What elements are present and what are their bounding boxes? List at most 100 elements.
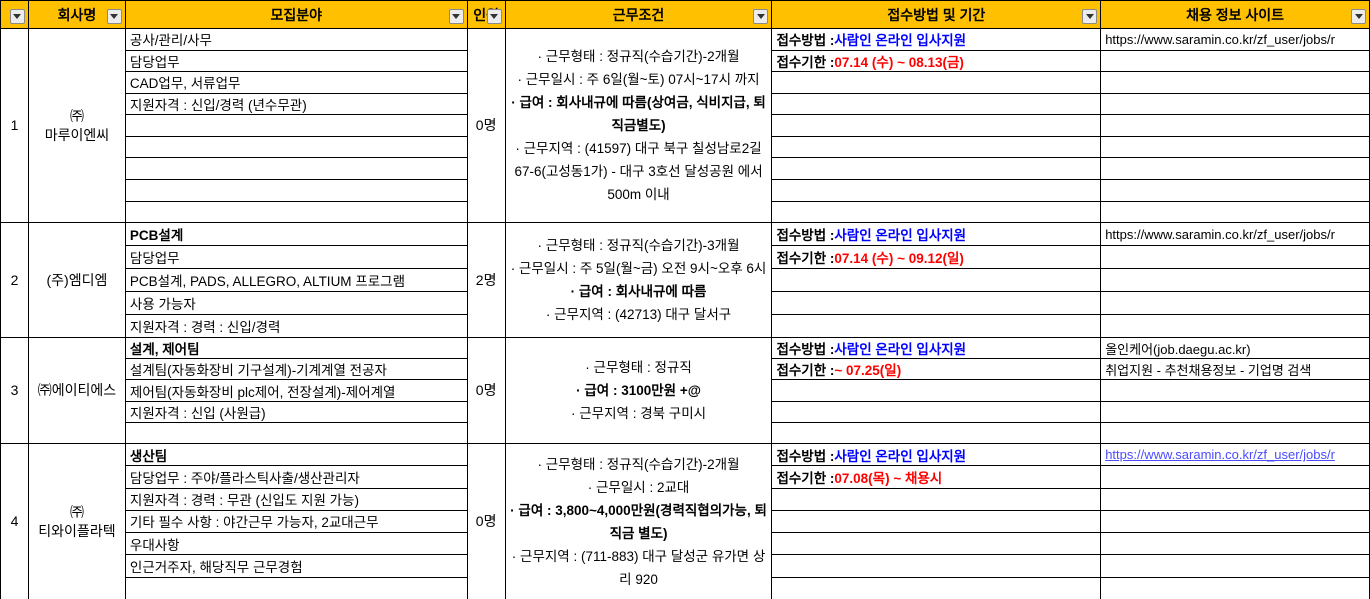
headcount-cell[interactable]: 0명	[468, 444, 506, 599]
apply-cell-empty[interactable]	[772, 489, 1101, 511]
company-cell[interactable]: ㈜ 마루이엔씨	[28, 29, 126, 223]
column-header-headcount[interactable]: 인원	[467, 1, 506, 29]
field-cell-empty[interactable]	[125, 137, 467, 159]
field-cell[interactable]: 담당업무	[125, 51, 467, 73]
site-cell-empty[interactable]	[1101, 269, 1369, 292]
work-conditions-cell[interactable]: · 근무형태 : 정규직(수습기간)-3개월 · 근무일시 : 주 5일(월~금…	[505, 223, 773, 338]
site-cell-empty[interactable]	[1101, 94, 1369, 116]
apply-cell-empty[interactable]	[772, 72, 1101, 94]
site-cell-empty[interactable]	[1101, 423, 1369, 443]
apply-cell-empty[interactable]	[772, 315, 1100, 337]
field-cell[interactable]: 지원자격 : 신입/경력 (년수무관)	[125, 94, 467, 116]
apply-deadline-cell[interactable]: 접수기한 : ~ 07.25(일)	[772, 359, 1101, 381]
apply-method-cell[interactable]: 접수방법 : 사람인 온라인 입사지원	[772, 338, 1101, 360]
field-cell[interactable]: PCB설계, PADS, ALLEGRO, ALTIUM 프로그램	[125, 269, 467, 292]
site-cell-empty[interactable]	[1101, 578, 1369, 599]
apply-cell-empty[interactable]	[772, 402, 1101, 423]
field-cell[interactable]: 지원자격 : 경력 : 신입/경력	[129, 320, 281, 335]
site-cell-empty[interactable]	[1101, 380, 1369, 402]
field-cell[interactable]: 담당업무	[125, 246, 467, 269]
field-cell[interactable]: 인근거주자, 해당직무 근무경험	[125, 555, 467, 578]
field-cell-empty[interactable]	[125, 115, 467, 137]
apply-cell-empty[interactable]	[772, 511, 1101, 534]
site-cell-empty[interactable]	[1101, 511, 1369, 534]
work-conditions-cell[interactable]: · 근무형태 : 정규직 · 급여 : 3100만원 +@ · 근무지역 : 경…	[505, 338, 773, 444]
site-cell-empty[interactable]	[1101, 292, 1369, 315]
autofilter-button-apply[interactable]	[1082, 9, 1098, 24]
apply-cell-empty[interactable]	[772, 158, 1101, 180]
field-cell-empty[interactable]	[126, 578, 467, 599]
column-header-apply[interactable]: 접수방법 및 기간	[772, 1, 1102, 29]
column-header-fields[interactable]: 모집분야	[125, 1, 468, 29]
site-cell-empty[interactable]	[1101, 51, 1369, 73]
site-cell-empty[interactable]	[1101, 533, 1369, 556]
row-number-cell[interactable]: 2	[1, 223, 29, 338]
field-cell-title[interactable]: 설계, 제어팀	[125, 338, 467, 360]
row-number-cell[interactable]: 1	[1, 29, 29, 223]
autofilter-button-headcount[interactable]	[486, 9, 502, 24]
apply-cell-empty[interactable]	[772, 578, 1100, 599]
field-cell[interactable]: 지원자격 : 경력 : 무관 (신입도 지원 가능)	[125, 489, 467, 511]
field-cell-empty[interactable]	[125, 158, 467, 180]
field-cell-empty[interactable]	[125, 180, 467, 202]
row-number-cell[interactable]: 3	[1, 338, 29, 444]
apply-cell-empty[interactable]	[772, 94, 1101, 116]
site-info-cell[interactable]: 올인케어(job.daegu.ac.kr)	[1101, 338, 1369, 360]
column-header-no[interactable]: N	[1, 1, 29, 29]
company-cell[interactable]: ㈜ 티와이플라텍	[29, 444, 126, 599]
field-cell-empty[interactable]	[126, 423, 467, 443]
apply-cell-empty[interactable]	[772, 380, 1101, 402]
field-cell[interactable]: 제어팀(자동화장비 plc제어, 전장설계)-제어계열	[125, 380, 467, 402]
site-cell-empty[interactable]	[1101, 246, 1369, 269]
autofilter-button-no[interactable]	[9, 9, 25, 24]
field-cell[interactable]: 공사/관리/사무	[125, 29, 467, 51]
autofilter-button-fields[interactable]	[448, 9, 464, 24]
headcount-cell[interactable]: 0명	[467, 29, 506, 223]
headcount-cell[interactable]: 0명	[467, 338, 506, 444]
field-cell-empty[interactable]	[126, 202, 467, 223]
site-cell-empty[interactable]	[1101, 489, 1369, 511]
autofilter-button-site[interactable]	[1351, 9, 1366, 24]
field-cell[interactable]: 사용 가능자	[125, 292, 467, 315]
field-cell[interactable]: 지원자격 : 신입 (사원급)	[125, 402, 467, 423]
apply-cell-empty[interactable]	[772, 533, 1101, 556]
apply-cell-empty[interactable]	[772, 269, 1101, 292]
apply-deadline-cell[interactable]: 접수기한 : 07.08(목) ~ 채용시	[772, 466, 1101, 489]
column-header-site[interactable]: 채용 정보 사이트	[1101, 1, 1370, 29]
site-cell-empty[interactable]	[1101, 402, 1369, 423]
work-conditions-cell[interactable]: · 근무형태 : 정규직(수습기간)-2개월 · 근무일시 : 주 6일(월~토…	[505, 29, 773, 223]
field-cell[interactable]: 기타 필수 사항 : 야간근무 가능자, 2교대근무	[125, 511, 467, 534]
row-number-cell[interactable]: 4	[1, 444, 29, 599]
site-url-cell[interactable]: https://www.saramin.co.kr/zf_user/jobs/r	[1101, 29, 1369, 51]
site-cell-empty[interactable]	[1101, 180, 1369, 202]
field-cell[interactable]: 설계팀(자동화장비 기구설계)-기계계열 전공자	[125, 359, 467, 381]
apply-cell-empty[interactable]	[772, 115, 1101, 137]
site-cell-empty[interactable]	[1101, 137, 1369, 159]
work-conditions-cell[interactable]: · 근무형태 : 정규직(수습기간)-2개월 · 근무일시 : 2교대 · 급여…	[506, 444, 773, 599]
field-cell[interactable]: 우대사항	[125, 533, 467, 556]
field-cell[interactable]: CAD업무, 서류업무	[125, 72, 467, 94]
site-cell-empty[interactable]	[1101, 315, 1369, 337]
site-cell-empty[interactable]	[1101, 466, 1369, 489]
field-cell[interactable]: 담당업무 : 주야/플라스틱사출/생산관리자	[125, 466, 467, 489]
apply-cell-empty[interactable]	[772, 137, 1101, 159]
site-cell-empty[interactable]	[1101, 202, 1369, 223]
site-cell-empty[interactable]	[1101, 158, 1369, 180]
field-cell-title[interactable]: 생산팀	[125, 444, 467, 467]
site-url-cell[interactable]: https://www.saramin.co.kr/zf_user/jobs/r	[1101, 223, 1369, 246]
autofilter-button-company[interactable]	[106, 9, 122, 24]
field-cell-title[interactable]: PCB설계	[125, 223, 467, 246]
site-info-cell[interactable]: 취업지원 - 추천채용정보 - 기업명 검색	[1101, 359, 1369, 381]
apply-method-cell[interactable]: 접수방법 : 사람인 온라인 입사지원	[772, 223, 1101, 246]
apply-method-cell[interactable]: 접수방법 : 사람인 온라인 입사지원	[772, 29, 1101, 51]
apply-cell-empty[interactable]	[772, 423, 1100, 443]
headcount-cell[interactable]: 2명	[467, 223, 506, 338]
column-header-company[interactable]: 회사명	[28, 1, 126, 29]
apply-cell-empty[interactable]	[772, 555, 1101, 578]
site-cell-empty[interactable]	[1101, 115, 1369, 137]
apply-method-cell[interactable]: 접수방법 : 사람인 온라인 입사지원	[772, 444, 1101, 467]
site-cell-empty[interactable]	[1101, 72, 1369, 94]
apply-deadline-cell[interactable]: 접수기한 : 07.14 (수) ~ 09.12(일)	[772, 246, 1101, 269]
apply-cell-empty[interactable]	[772, 292, 1101, 315]
site-url-link[interactable]: https://www.saramin.co.kr/zf_user/jobs/r	[1101, 444, 1369, 467]
